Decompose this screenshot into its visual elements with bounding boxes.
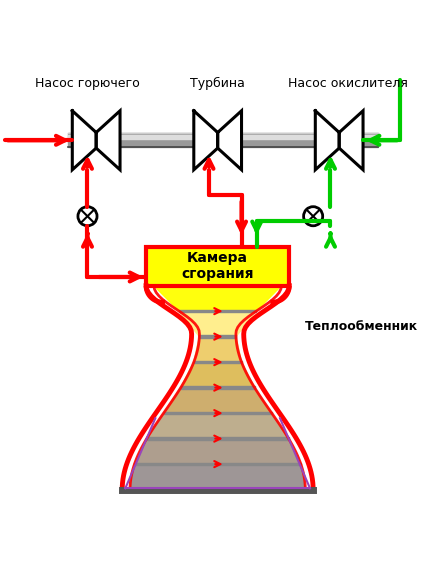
Bar <box>68 135 378 139</box>
Polygon shape <box>218 111 242 170</box>
Text: Турбина: Турбина <box>190 77 245 90</box>
FancyBboxPatch shape <box>146 246 289 286</box>
Bar <box>164 412 272 415</box>
Polygon shape <box>72 111 96 170</box>
Bar <box>179 310 256 313</box>
Polygon shape <box>147 413 289 438</box>
Polygon shape <box>316 111 339 170</box>
Polygon shape <box>96 111 120 170</box>
Text: Насос горючего: Насос горючего <box>35 77 140 90</box>
Polygon shape <box>130 464 305 490</box>
Polygon shape <box>181 362 255 387</box>
Bar <box>68 133 378 147</box>
Text: Камера
сгорания: Камера сгорания <box>182 251 254 281</box>
Polygon shape <box>154 286 281 311</box>
Bar <box>199 335 236 338</box>
Polygon shape <box>179 311 256 336</box>
Bar <box>134 463 301 465</box>
Polygon shape <box>194 111 218 170</box>
Text: Насос окислителя: Насос окислителя <box>288 77 408 90</box>
Text: Теплообменник: Теплообменник <box>304 320 417 334</box>
Polygon shape <box>194 336 242 362</box>
Bar <box>181 386 255 389</box>
Bar <box>194 361 242 364</box>
Bar <box>147 437 289 440</box>
Circle shape <box>78 206 97 226</box>
Polygon shape <box>122 286 313 490</box>
Polygon shape <box>134 438 301 464</box>
Polygon shape <box>164 387 272 413</box>
Circle shape <box>303 206 323 226</box>
Polygon shape <box>339 111 363 170</box>
